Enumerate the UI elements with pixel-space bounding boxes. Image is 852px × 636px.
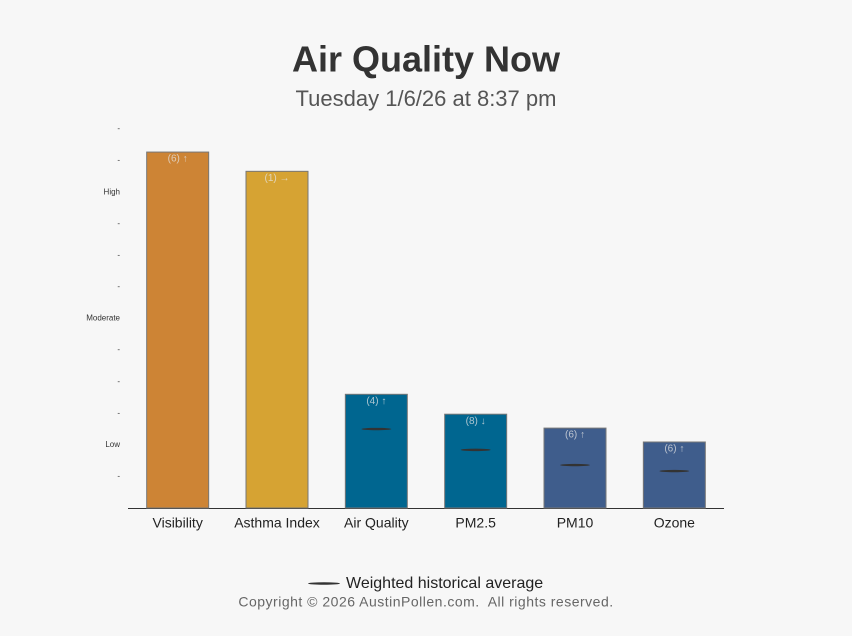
bar <box>444 413 508 509</box>
y-tick-label: - <box>117 219 120 228</box>
average-marker <box>560 463 590 467</box>
bar <box>146 151 210 509</box>
y-tick-label: - <box>117 282 120 291</box>
chart-subtitle: Tuesday 1/6/26 at 8:37 pm <box>296 86 557 111</box>
bar <box>245 170 309 509</box>
footer: Copyright © 2026 AustinPollen.com. All r… <box>238 594 613 610</box>
average-marker <box>361 427 392 431</box>
y-tick-label: - <box>117 124 120 133</box>
bar-label: (1) → <box>265 173 290 184</box>
x-tick-label: PM2.5 <box>455 515 496 531</box>
y-tick-label: - <box>117 156 120 165</box>
legend-label: Weighted historical average <box>346 575 543 592</box>
average-marker <box>659 469 690 473</box>
y-tick-label: High <box>104 187 120 196</box>
bar <box>543 427 607 509</box>
bar-label: (4) ↑ <box>366 396 386 407</box>
bar <box>344 393 408 509</box>
bar-label: (6) ↑ <box>664 444 684 455</box>
y-tick-label: - <box>117 408 120 417</box>
legend-symbol <box>308 582 340 585</box>
x-tick-label: PM10 <box>557 515 594 531</box>
bar-label: (6) ↑ <box>565 430 585 441</box>
y-tick-label: Moderate <box>86 314 120 323</box>
bar-label: (6) ↑ <box>168 154 188 165</box>
y-tick-label: Low <box>105 440 120 449</box>
y-tick-label: - <box>117 345 120 354</box>
bar <box>642 441 706 509</box>
x-tick-label: Air Quality <box>344 515 409 531</box>
chart-title: Air Quality Now <box>292 39 561 80</box>
x-tick-label: Asthma Index <box>234 515 320 531</box>
x-tick-label: Ozone <box>654 515 695 531</box>
y-tick-label: - <box>117 377 120 386</box>
y-tick-label: - <box>117 250 120 259</box>
x-tick-label: Visibility <box>153 515 203 531</box>
bar-label: (8) ↓ <box>466 416 486 427</box>
average-marker <box>460 448 491 452</box>
y-tick-label: - <box>117 472 120 481</box>
